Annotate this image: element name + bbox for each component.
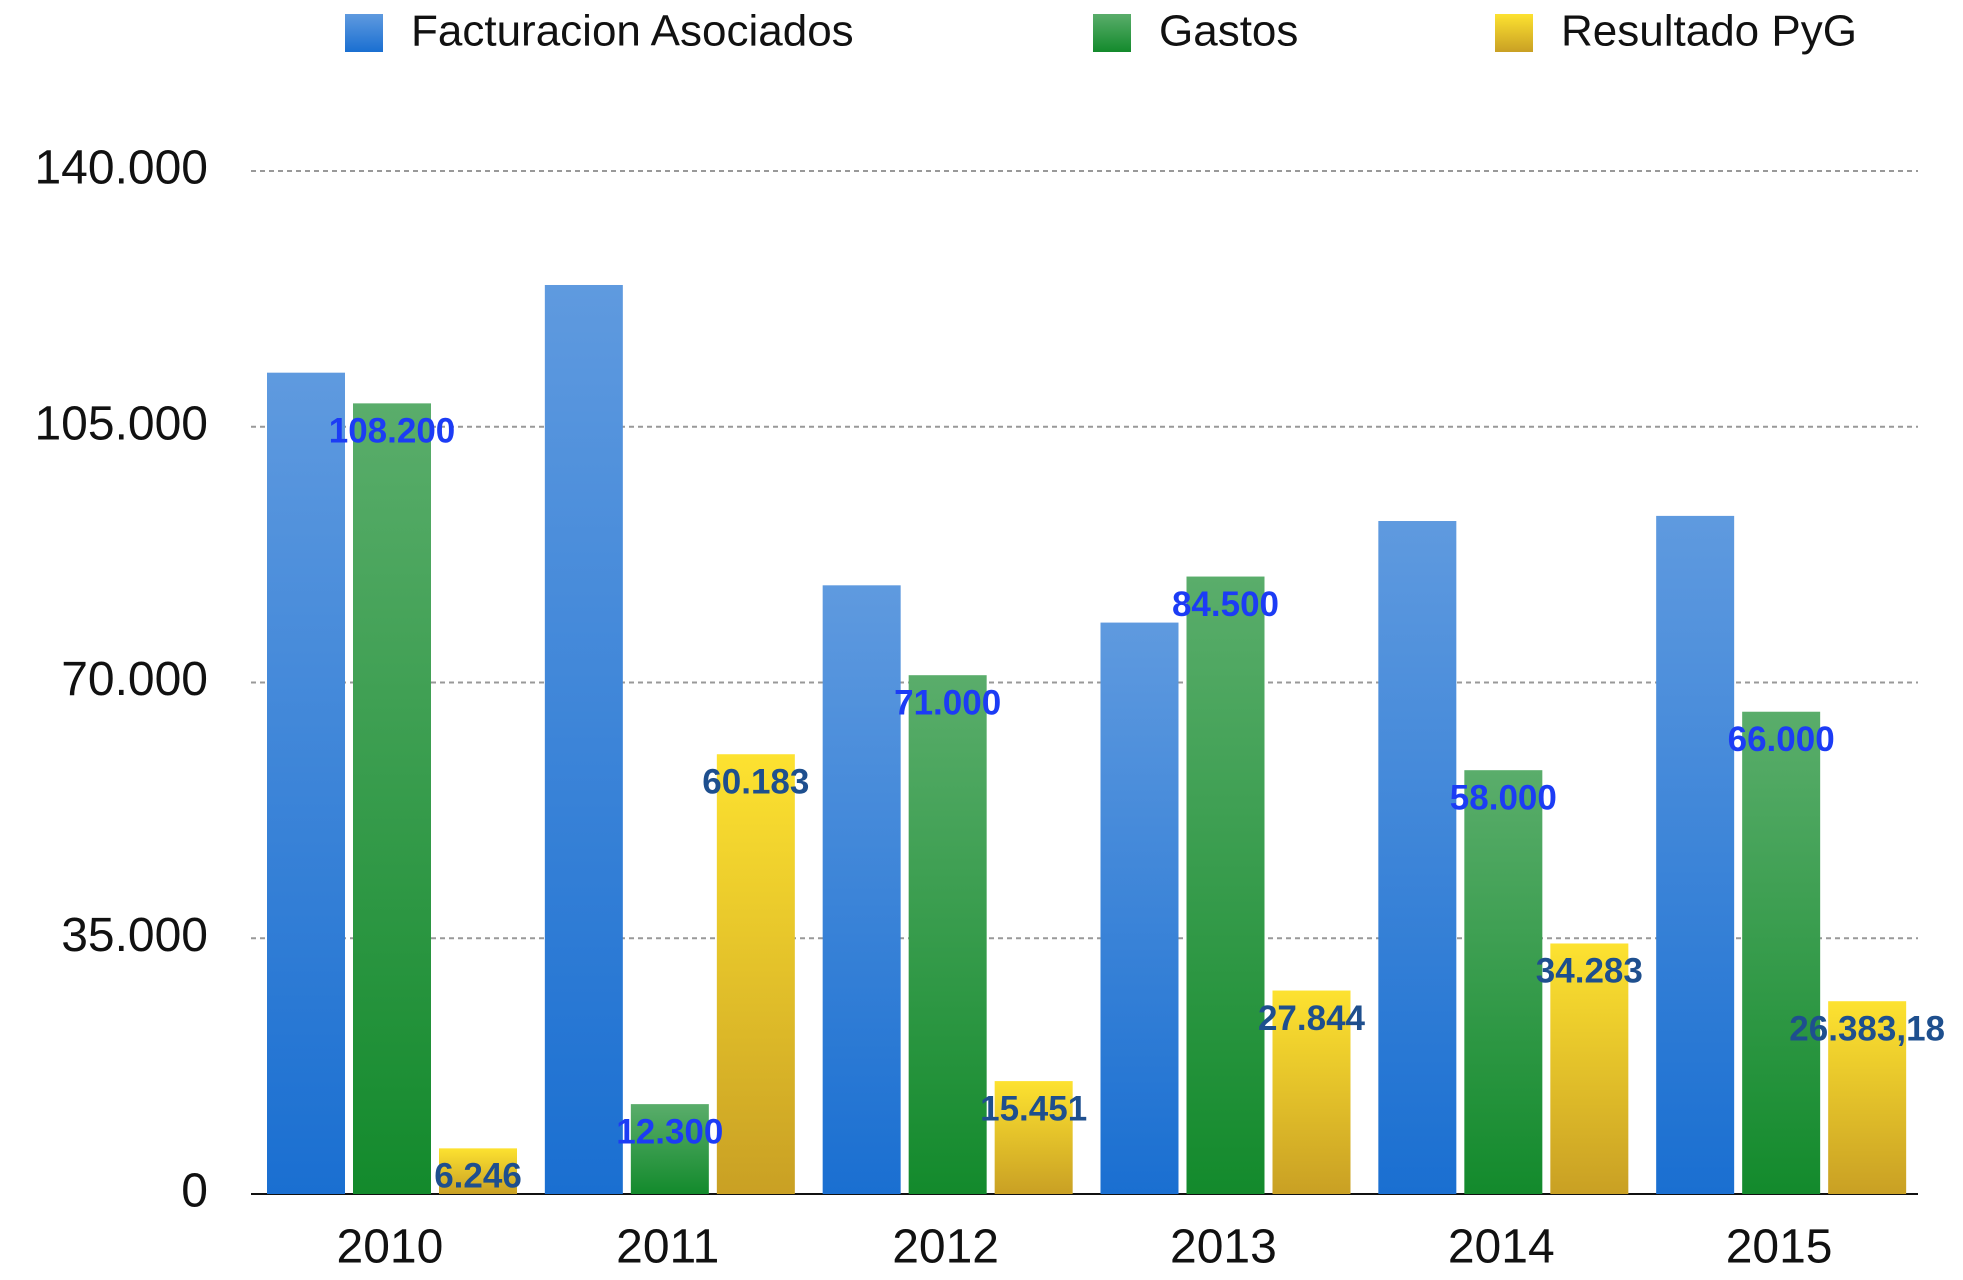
bar xyxy=(630,1104,709,1194)
bar xyxy=(544,284,623,1194)
legend-label: Resultado PyG xyxy=(1561,7,1857,56)
legend-swatch xyxy=(1093,14,1131,52)
bar xyxy=(439,1148,517,1194)
bar xyxy=(994,1081,1073,1194)
y-tick-label: 35.000 xyxy=(61,909,208,962)
x-tick-label: 2014 xyxy=(1448,1221,1555,1274)
value-label: 12.300 xyxy=(616,1112,723,1151)
bar xyxy=(1550,943,1629,1194)
y-tick-label: 70.000 xyxy=(61,653,208,706)
bar xyxy=(1742,711,1821,1194)
bar xyxy=(1656,515,1735,1194)
bar xyxy=(1378,521,1457,1194)
x-tick-label: 2015 xyxy=(1726,1221,1833,1274)
value-label: 60.183 xyxy=(702,762,809,801)
legend-swatch xyxy=(345,14,383,52)
value-label: 6.246 xyxy=(434,1157,522,1196)
bar xyxy=(1100,622,1179,1194)
legend-swatch xyxy=(1495,14,1533,52)
bar xyxy=(1186,576,1265,1194)
value-label: 34.283 xyxy=(1536,952,1643,991)
y-tick-label: 0 xyxy=(181,1165,208,1218)
bar xyxy=(1828,1001,1907,1194)
value-label: 27.844 xyxy=(1258,999,1366,1038)
bar xyxy=(1464,770,1543,1194)
value-label: 108.200 xyxy=(329,412,456,451)
legend-label: Gastos xyxy=(1159,7,1298,56)
bar xyxy=(353,403,431,1194)
y-tick-label: 140.000 xyxy=(34,142,208,195)
value-label: 15.451 xyxy=(980,1089,1087,1128)
value-label: 71.000 xyxy=(894,683,1001,722)
bar xyxy=(1272,990,1351,1194)
value-label: 84.500 xyxy=(1172,585,1279,624)
x-tick-label: 2011 xyxy=(616,1221,719,1274)
bar xyxy=(822,585,901,1194)
y-tick-label: 105.000 xyxy=(34,397,208,450)
x-tick-label: 2012 xyxy=(892,1221,999,1274)
bar xyxy=(908,675,987,1194)
bar xyxy=(267,372,345,1195)
x-tick-label: 2010 xyxy=(337,1221,444,1274)
value-label: 66.000 xyxy=(1728,720,1835,759)
value-label: 58.000 xyxy=(1450,778,1557,817)
bar xyxy=(716,754,795,1194)
x-tick-label: 2013 xyxy=(1170,1221,1277,1274)
legend-label: Facturacion Asociados xyxy=(411,7,854,56)
value-label: 26.383,18 xyxy=(1789,1009,1945,1048)
